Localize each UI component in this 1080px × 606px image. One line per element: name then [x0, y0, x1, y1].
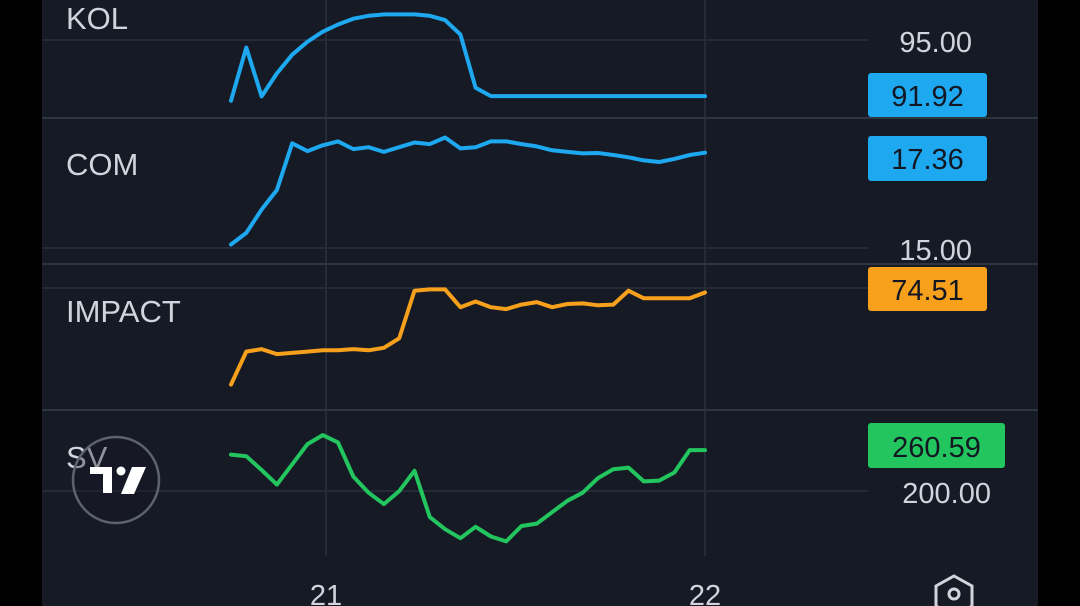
kol-badge-bg	[868, 73, 987, 117]
tradingview-logo-icon[interactable]	[71, 435, 161, 525]
com-badge-bg	[868, 136, 987, 181]
sv-last-value: 260.59	[892, 432, 981, 464]
impact-last-value: 74.51	[891, 275, 964, 307]
com-price-label: 15.00	[899, 235, 972, 267]
kol-last-value-badge: 91.92	[868, 73, 987, 117]
com-series-line[interactable]	[229, 135, 707, 247]
series-lines	[229, 12, 707, 544]
pane-separators	[42, 117, 1038, 411]
kol-price-label: 95.00	[899, 27, 972, 59]
settings-hexagon-icon[interactable]	[934, 574, 974, 606]
left-black-border	[0, 0, 42, 606]
impact-series-line[interactable]	[229, 287, 707, 387]
sv-series-line[interactable]	[229, 433, 707, 544]
impact-pane-label[interactable]: IMPACT	[66, 294, 181, 329]
com-last-value: 17.36	[891, 144, 964, 176]
com-pane-label[interactable]: COM	[66, 147, 138, 182]
sv-last-value-badge: 260.59	[868, 423, 1005, 468]
com-last-value-badge: 17.36	[868, 136, 987, 181]
kol-series-line[interactable]	[229, 12, 707, 103]
right-black-border	[1038, 0, 1080, 606]
sv-badge-bg	[868, 423, 1005, 468]
time-label-22: 22	[689, 580, 721, 606]
kol-pane-label[interactable]: KOL	[66, 1, 128, 36]
impact-badge-bg	[868, 267, 987, 311]
time-label-21: 21	[310, 580, 342, 606]
grid	[42, 0, 868, 556]
impact-last-value-badge: 74.51	[868, 267, 987, 311]
sv-price-label: 200.00	[902, 478, 991, 510]
kol-last-value: 91.92	[891, 81, 964, 113]
